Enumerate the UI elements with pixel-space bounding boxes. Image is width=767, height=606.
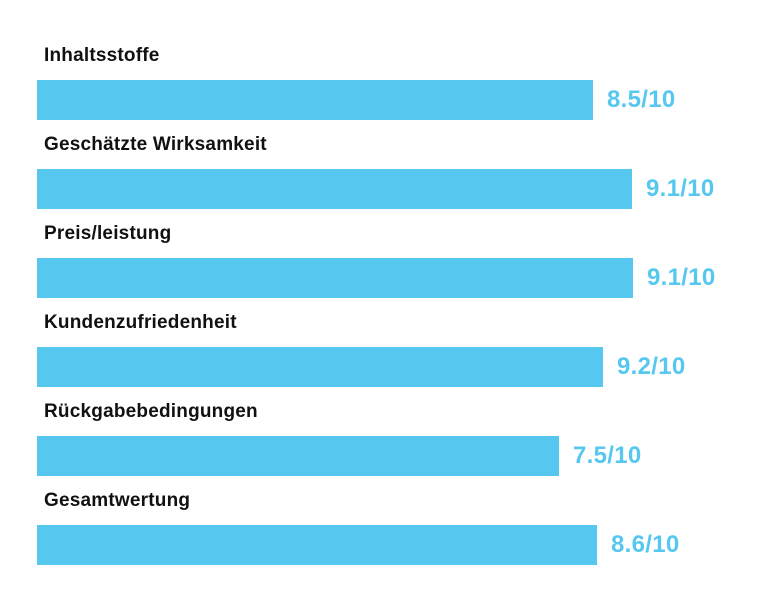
score-label: 8.6/10 bbox=[611, 531, 680, 558]
category-label: Rückgabebedingungen bbox=[44, 401, 258, 422]
bar-line: 9.2/10 bbox=[37, 347, 767, 387]
bar-line: 9.1/10 bbox=[37, 258, 767, 298]
score-label: 9.1/10 bbox=[646, 175, 715, 202]
category-label: Inhaltsstoffe bbox=[44, 45, 160, 66]
bar-line: 7.5/10 bbox=[37, 436, 767, 476]
score-label: 8.5/10 bbox=[607, 86, 676, 113]
rating-bar bbox=[37, 258, 633, 298]
category-label: Geschätzte Wirksamkeit bbox=[44, 134, 267, 155]
score-label: 9.1/10 bbox=[647, 264, 716, 291]
category-label: Kundenzufriedenheit bbox=[44, 312, 237, 333]
category-label: Gesamtwertung bbox=[44, 490, 191, 511]
rating-bar bbox=[37, 525, 597, 565]
rating-row: Geschätzte Wirksamkeit 9.1/10 bbox=[0, 133, 767, 209]
rating-row: Gesamtwertung 8.6/10 bbox=[0, 489, 767, 565]
rating-row: Inhaltsstoffe 8.5/10 bbox=[0, 44, 767, 120]
bar-line: 8.6/10 bbox=[37, 525, 767, 565]
rating-bar bbox=[37, 80, 593, 120]
rating-row: Kundenzufriedenheit 9.2/10 bbox=[0, 311, 767, 387]
bar-line: 9.1/10 bbox=[37, 169, 767, 209]
rating-row: Rückgabebedingungen 7.5/10 bbox=[0, 400, 767, 476]
rating-bar-chart: Inhaltsstoffe 8.5/10 Geschätzte Wirksamk… bbox=[0, 44, 767, 565]
score-label: 9.2/10 bbox=[617, 353, 686, 380]
rating-bar bbox=[37, 169, 632, 209]
rating-row: Preis/leistung 9.1/10 bbox=[0, 222, 767, 298]
rating-bar bbox=[37, 347, 603, 387]
category-label: Preis/leistung bbox=[44, 223, 172, 244]
bar-line: 8.5/10 bbox=[37, 80, 767, 120]
score-label: 7.5/10 bbox=[573, 442, 642, 469]
rating-bar bbox=[37, 436, 559, 476]
